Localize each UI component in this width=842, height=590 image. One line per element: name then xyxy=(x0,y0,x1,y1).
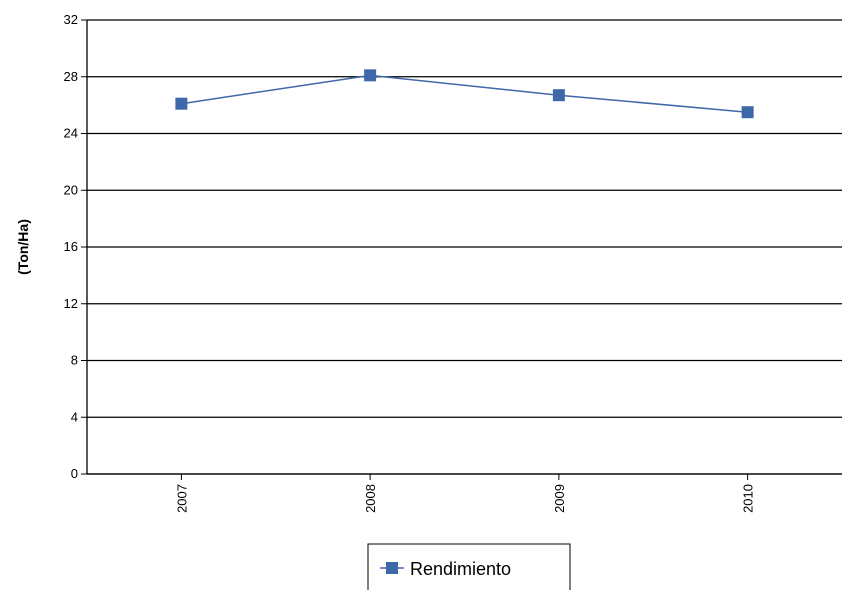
data-point-2008 xyxy=(364,69,377,82)
series-line-0 xyxy=(181,74,748,113)
legend-box xyxy=(367,543,571,590)
x-axis: 2007 2008 2009 2010 xyxy=(87,473,842,513)
x-tick-label-2008: 2008 xyxy=(363,484,378,513)
data-point-2007 xyxy=(175,97,188,110)
y-tick-label-0: 0 xyxy=(71,466,78,481)
y-tick-label-32: 32 xyxy=(64,12,78,27)
y-tick-label-16: 16 xyxy=(64,239,78,254)
legend: Rendimiento xyxy=(367,543,571,590)
legend-label: Rendimiento xyxy=(410,559,511,579)
data-point-2009 xyxy=(552,89,565,102)
legend-marker xyxy=(386,562,398,574)
y-tick-label-4: 4 xyxy=(71,409,78,424)
y-tick-label-24: 24 xyxy=(64,126,78,141)
x-tick-label-2009: 2009 xyxy=(552,484,567,513)
y-tick-label-20: 20 xyxy=(64,182,78,197)
y-tick-label-8: 8 xyxy=(71,353,78,368)
x-tick-label-2007: 2007 xyxy=(174,484,189,513)
y-tick-label-12: 12 xyxy=(64,296,78,311)
y-tick-label-28: 28 xyxy=(64,69,78,84)
grid-lines xyxy=(87,19,842,475)
series-group xyxy=(175,69,754,119)
y-axis-title: (Ton/Ha) xyxy=(15,219,31,275)
data-point-2010 xyxy=(741,106,754,119)
y-axis: 0 4 8 12 16 20 24 28 32 xyxy=(64,12,88,481)
x-tick-label-2010: 2010 xyxy=(741,484,756,513)
